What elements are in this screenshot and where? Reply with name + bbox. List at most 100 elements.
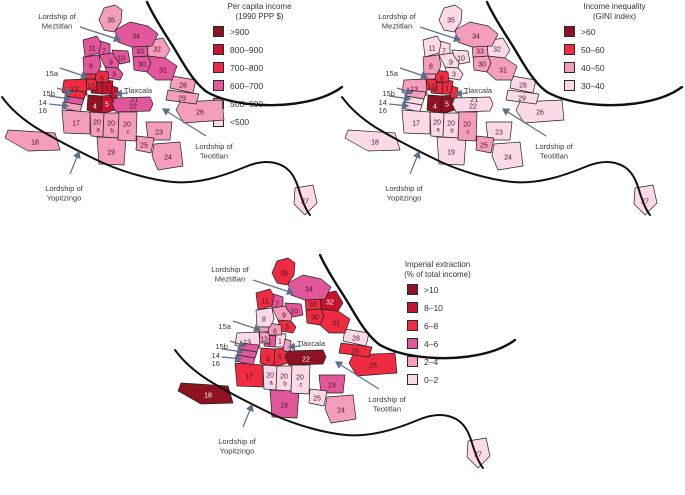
region-number-18: 18 [204, 393, 212, 400]
region-number-31: 31 [159, 68, 167, 75]
region-number-10: 10 [117, 56, 125, 63]
region-25 [475, 135, 495, 154]
region-23 [145, 121, 173, 141]
coastline-south [1, 96, 311, 216]
region-24 [491, 141, 524, 171]
legend-item: 800–900 [213, 44, 322, 55]
region-number-7: 7 [442, 49, 446, 56]
map-label-r16: 16 [39, 106, 47, 115]
legend-label: 2–4 [424, 356, 439, 367]
legend-swatch [213, 26, 224, 37]
region-number-4: 4 [93, 104, 97, 111]
region-number-32: 32 [153, 47, 161, 54]
region-number-25: 25 [140, 143, 148, 150]
map-label-meztitlan: Lordship of Meztitlan [378, 12, 416, 31]
region-35 [98, 4, 123, 33]
region-number-31: 31 [332, 321, 340, 328]
region-number-2: 2 [434, 87, 438, 94]
legend-label: 4–6 [424, 338, 439, 349]
region-number-13: 13 [70, 87, 78, 94]
region-34 [114, 21, 159, 48]
region-number-20c-letter: c [300, 383, 303, 389]
region-number-24: 24 [164, 155, 172, 162]
region-number-28: 28 [179, 83, 187, 90]
region-34 [287, 274, 332, 301]
label-arrow [114, 89, 129, 98]
legend-swatch [407, 338, 418, 349]
region-number-20a-letter: a [96, 128, 100, 134]
region-number-3: 3 [112, 72, 116, 79]
region-number-2: 2 [94, 87, 98, 94]
map-label-teotitlan: Lordship of Teotitlan [195, 142, 233, 161]
region-number-17: 17 [245, 374, 253, 381]
region-18 [344, 129, 401, 152]
region-number-19: 19 [447, 150, 455, 157]
region-22 [451, 96, 494, 113]
label-arrow [396, 87, 414, 96]
map-label-meztitlan: Lordship of Meztitlan [211, 265, 249, 284]
region-17 [401, 109, 431, 135]
region-number-33: 33 [136, 49, 144, 56]
region-number-10: 10 [290, 309, 298, 316]
region-number-20c-letter: c [127, 130, 130, 136]
map-label-r14: 14 [379, 98, 387, 107]
legend-item: 4–6 [407, 338, 500, 349]
legend-title: Per capita income (1990 PPP $) [227, 2, 292, 21]
region-11 [255, 288, 275, 311]
legend-label: 600–700 [230, 80, 264, 91]
map-label-yopitzingo: Lordship of Yopitzingo [218, 437, 256, 456]
legend-item: 6–8 [407, 320, 500, 331]
region-number-18: 18 [371, 140, 379, 147]
label-arrow [59, 67, 89, 80]
region-number-20c: 20 [123, 122, 131, 129]
map-label-tlaxcala: Tlaxcala [464, 86, 493, 95]
region-number-35: 35 [280, 271, 288, 278]
region-number-1: 1 [278, 339, 282, 346]
label-arrow [161, 108, 207, 137]
map-label-teotitlan: Lordship of Teotitlan [368, 395, 406, 414]
region-number-20b: 20 [447, 121, 455, 128]
region-number-8: 8 [89, 64, 93, 71]
region-number-5: 5 [278, 355, 282, 362]
region-number-22: 22 [302, 357, 310, 364]
label-arrow [454, 89, 469, 98]
region-number-6: 6 [440, 76, 444, 83]
region-number-30: 30 [311, 315, 319, 322]
legend-label: 0–2 [424, 374, 439, 385]
label-arrow [48, 101, 70, 110]
legend-swatch [407, 302, 418, 313]
label-arrow [242, 403, 254, 428]
region-number-30: 30 [478, 62, 486, 69]
region-22 [111, 96, 154, 113]
map-label-r16: 16 [379, 106, 387, 115]
region-number-4: 4 [266, 357, 270, 364]
legend-label: 8–10 [424, 302, 443, 313]
map-label-r16: 16 [212, 359, 220, 368]
coastline-north [145, 0, 344, 107]
region-number-20b: 20 [280, 374, 288, 381]
legend-item: 50–60 [564, 44, 677, 55]
label-arrow [252, 279, 295, 296]
region-17 [234, 362, 264, 388]
region-23 [318, 374, 346, 394]
region-number-33: 33 [476, 49, 484, 56]
region-number-10: 10 [457, 56, 465, 63]
region-number-24: 24 [504, 155, 512, 162]
label-arrow [388, 93, 412, 103]
legend-label: >900 [230, 26, 250, 37]
region-number-12: 12 [260, 337, 268, 344]
region-number-17: 17 [72, 121, 80, 128]
region-number-7: 7 [102, 49, 106, 56]
region-26 [348, 352, 398, 377]
region-number-20b-letter: b [283, 382, 287, 388]
region-number-22: 22 [469, 104, 477, 111]
region-number-24: 24 [337, 408, 345, 415]
region-25 [308, 388, 328, 407]
region-31 [486, 55, 518, 81]
map-label-tlaxcala: Tlaxcala [124, 86, 153, 95]
region-number-26: 26 [536, 110, 544, 117]
region-35 [271, 257, 296, 286]
